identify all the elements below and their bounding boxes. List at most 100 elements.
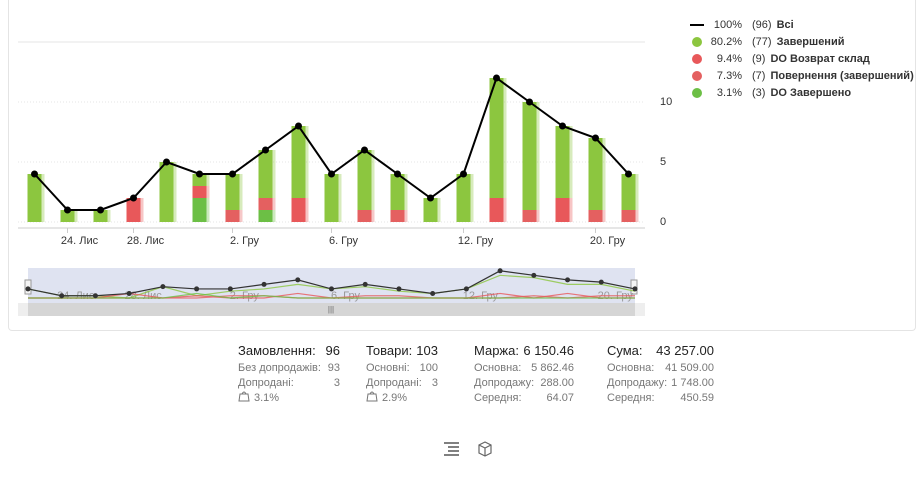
summary-row: Допродажу: 1 748.00 [607,375,714,390]
bar-shadow [305,198,309,222]
bag-icon-svg [238,391,250,402]
nav-total-point [497,268,503,274]
bar-shadow [536,102,540,210]
summary-head: Товари: 103 [366,340,438,360]
bar-shadow [338,174,342,222]
row-label: Середня: [474,391,522,404]
bar-segment [192,186,207,198]
row-label: Допродані: [366,376,422,389]
chart-card [8,0,916,331]
bar-shadow [206,174,210,186]
bar-shadow [206,186,210,198]
nav-total-point [126,290,132,296]
bar-segment [456,174,471,222]
extra-value: 3.1% [254,391,280,404]
summary-row: Основна: 5 862.46 [474,360,574,375]
bar-segment [423,198,438,222]
bar-segment [291,126,306,198]
summary-block: Сума: 43 257.00 Основна: 41 509.00 Допродажу… [607,340,714,405]
bar-shadow [437,198,441,222]
row-value: 288.00 [540,376,574,389]
total-point [559,122,566,130]
summary-block: Замовлення: 96 Без допродажів: 93 Допродані:… [238,340,340,405]
total-point [64,206,71,214]
bar-shadow [206,198,210,222]
row-value: 3 [333,376,340,389]
legend-count: (7) [752,70,765,82]
bar-segment [390,174,405,210]
legend-name: Всі [777,19,794,31]
scroll-right[interactable] [635,303,645,316]
legend-swatch [692,54,702,64]
total-point [427,194,434,202]
bar-shadow [536,210,540,222]
nav-total-point [396,286,402,292]
bar-segment [27,174,42,222]
bar-segment [390,210,405,222]
total-point [460,170,467,178]
bar-segment [60,210,75,222]
summary-row: Допродані: 3 [366,375,438,390]
summary-row: Основні: 100 [366,360,438,375]
bar-segment [588,210,603,222]
bar-segment [621,210,636,222]
nav-total-point [463,286,469,292]
bar-shadow [503,78,507,198]
bar-shadow [635,174,639,210]
summary-row: Допродажу: 288.00 [474,375,574,390]
bar-shadow [272,210,276,222]
total-point [361,146,368,154]
bar-segment [258,198,273,210]
bar-shadow [305,126,309,198]
bar-segment [621,174,636,210]
legend-count: (96) [752,19,772,31]
legend-name: Повернення (завершений) [770,70,914,82]
bar-shadow [107,210,111,222]
scroll-left[interactable] [18,303,28,316]
bar-shadow [140,198,144,222]
bar-shadow [272,150,276,198]
bar-shadow [41,174,45,222]
row-label: Допродажу: [474,376,535,389]
summary-title: Товари: [366,342,413,358]
summary-block: Маржа: 6 150.46 Основна: 5 862.46 Допродажу:… [474,340,574,405]
bar-shadow [239,210,243,222]
nav-total-point [160,284,166,290]
x-tick-label: 28. Лис [127,235,165,247]
nav-total-point [92,293,98,299]
extra-value: 2.9% [382,391,408,404]
bar-segment [489,78,504,198]
scroll-grip: ||| [328,305,334,314]
bar-shadow [74,210,78,222]
y-tick-label: 10 [660,96,672,108]
x-tick-label: 6. Гру [329,235,359,247]
nav-total-point [531,272,537,278]
legend-count: (3) [752,87,765,99]
bar-segment [555,126,570,198]
total-point [163,158,170,166]
chart: 0 5 10 24. Лис 28. Лис 2. Гру 6. Гру 12. Гру 20.… [18,19,914,316]
summary-row: Допродані: 3 [238,375,340,390]
nav-total-point [59,293,65,299]
bar-shadow [404,174,408,210]
legend-name: Завершений [777,36,845,48]
legend-label: (77) Завершений [752,36,844,48]
summary-head: Замовлення: 96 [238,340,340,360]
total-point [262,146,269,154]
total-point [196,170,203,178]
box-icon[interactable] [478,441,492,457]
legend-share: 100% [714,19,742,31]
bar-shadow [371,150,375,210]
summary-title: Замовлення: [238,342,316,358]
y-tick-label: 0 [660,216,666,228]
y-tick-label: 5 [660,156,666,168]
bar-shadow [470,174,474,222]
row-value: 3 [431,376,438,389]
summary-extra: 3.1% [238,390,340,405]
list-icon[interactable] [444,442,459,456]
scrollbar[interactable] [28,303,635,316]
bar-segment [324,174,339,222]
total-point [295,122,302,130]
legend-swatch [692,88,702,98]
